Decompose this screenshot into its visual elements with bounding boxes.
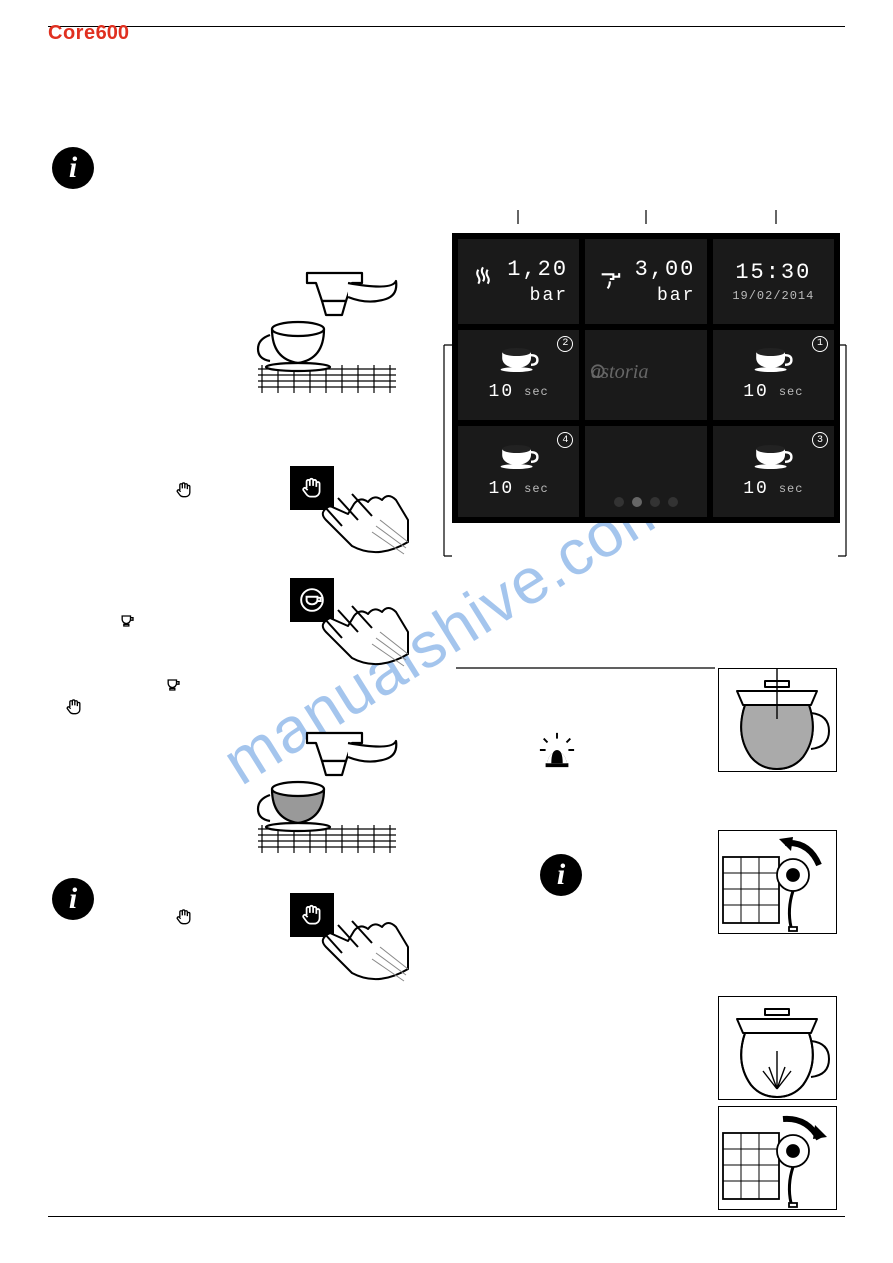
hand-press-illustration — [290, 578, 334, 622]
header-title-part2: 600 — [96, 22, 129, 44]
portafilter-icon — [164, 675, 184, 695]
pager-dot[interactable] — [632, 497, 642, 507]
pager-dot[interactable] — [614, 497, 624, 507]
cup-icon — [499, 347, 539, 378]
hand-icon — [174, 907, 194, 927]
page: Core600 manualshive.com 1,20 bar — [0, 0, 893, 1263]
cup-icon — [753, 444, 793, 475]
unit: sec — [779, 385, 804, 399]
info-icon — [540, 854, 582, 896]
unit: bar — [530, 286, 568, 306]
steam-icon — [469, 265, 497, 298]
steam-knob-close-illustration — [718, 1106, 837, 1210]
jug-dispense-illustration — [718, 996, 837, 1100]
footer-rule — [48, 1216, 845, 1217]
info-icon — [52, 147, 94, 189]
grouphead-cup-illustration — [252, 271, 402, 396]
value: 3,00 — [635, 257, 696, 282]
unit: sec — [524, 482, 549, 496]
coffee-select-tile[interactable]: 4 10 sec — [458, 426, 579, 517]
coffee-select-tile[interactable]: 1 10 sec — [713, 330, 834, 421]
hand-arm — [280, 899, 410, 989]
unit: sec — [779, 482, 804, 496]
value: 10 — [489, 479, 515, 499]
steam-knob-open-illustration — [718, 830, 837, 934]
steam-pressure-tile: 1,20 bar — [458, 239, 579, 324]
hand-press-illustration — [290, 466, 334, 510]
unit: bar — [657, 286, 695, 306]
hand-arm — [280, 472, 410, 562]
info-icon — [52, 878, 94, 920]
date-value: 19/02/2014 — [732, 289, 814, 303]
header-title: Core600 — [48, 22, 129, 45]
coffee-select-tile[interactable]: 3 10 sec — [713, 426, 834, 517]
value: 10 — [489, 382, 515, 402]
value: 1,20 — [507, 257, 568, 282]
value: 10 — [743, 382, 769, 402]
cup-icon — [499, 444, 539, 475]
badge: 4 — [557, 432, 573, 448]
pager-dot[interactable] — [650, 497, 660, 507]
header: Core600 — [48, 26, 845, 27]
time-value: 15:30 — [735, 260, 811, 285]
badge: 1 — [812, 336, 828, 352]
pager-tile[interactable] — [585, 426, 706, 517]
hand-icon — [64, 697, 84, 717]
pager-dot[interactable] — [668, 497, 678, 507]
alarm-icon — [538, 731, 576, 769]
datetime-tile: 15:30 19/02/2014 — [713, 239, 834, 324]
jug-fill-illustration — [718, 668, 837, 772]
svg-text:astoria: astoria — [591, 361, 649, 383]
water-pressure-tile: 3,00 bar — [585, 239, 706, 324]
portafilter-icon — [118, 611, 138, 631]
brand-logo: astoria — [591, 357, 701, 392]
touch-display: 1,20 bar 3,00 bar 15:30 19/02/2014 2 10 — [452, 233, 840, 523]
hand-press-illustration — [290, 893, 334, 937]
grouphead-cup-illustration — [252, 731, 402, 861]
brand-logo-tile: astoria — [585, 330, 706, 421]
hand-arm — [280, 584, 410, 674]
header-title-part1: Core — [48, 22, 96, 44]
pager-dots[interactable] — [614, 497, 678, 507]
badge: 2 — [557, 336, 573, 352]
value: 10 — [743, 479, 769, 499]
unit: sec — [524, 385, 549, 399]
badge: 3 — [812, 432, 828, 448]
coffee-select-tile[interactable]: 2 10 sec — [458, 330, 579, 421]
tap-icon — [597, 265, 625, 298]
cup-icon — [753, 347, 793, 378]
hand-icon — [174, 480, 194, 500]
